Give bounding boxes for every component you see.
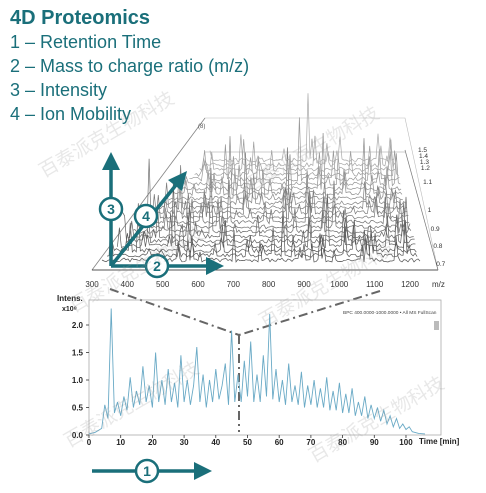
chromatogram-x-tick-label: 40 bbox=[211, 438, 220, 447]
chromatogram-y-tick-label: 2.0 bbox=[72, 321, 84, 330]
chromatogram-x-tick-label: 50 bbox=[243, 438, 252, 447]
surface-plot-ridge bbox=[158, 165, 407, 211]
surface-plot-ridge bbox=[163, 173, 406, 206]
surface-plot-ridge bbox=[148, 185, 409, 220]
retention-time-marker-circle bbox=[134, 458, 160, 484]
chromatogram-x-tick-label: 20 bbox=[148, 438, 157, 447]
ion-mobility-tick-label: 1.4 bbox=[419, 153, 428, 160]
mz-marker-number: 2 bbox=[153, 258, 161, 274]
chromatogram-x-tick-label: 10 bbox=[116, 438, 125, 447]
ion-mobility-tick-label: 0.9 bbox=[431, 226, 440, 233]
intensity-marker-circle bbox=[98, 196, 124, 222]
mz-tick-label: 1100 bbox=[366, 280, 384, 289]
ion-mobility-tick-label: 1.2 bbox=[421, 165, 430, 172]
surface-plot-ridge bbox=[199, 139, 396, 173]
mz-tick-labels: 300 400 500 600 700 800 900 1000 1100 1200 bbox=[85, 280, 419, 289]
ion-mobility-tick-label: 0.8 bbox=[433, 243, 442, 250]
chromatogram-frame bbox=[88, 299, 442, 436]
surface-plot-ridge bbox=[173, 136, 403, 197]
chromatogram-legend-swatch bbox=[434, 321, 439, 330]
zoom-guide-right bbox=[238, 290, 381, 336]
mz-axis-label: m/z bbox=[432, 280, 445, 289]
chromatogram-y-tick-label: 0.5 bbox=[72, 404, 84, 413]
mz-tick-label: 1000 bbox=[330, 280, 348, 289]
surface-plot-3d: 300 400 500 600 700 800 900 1000 1100 1200 m/z 1.… bbox=[85, 93, 446, 289]
chromatogram-x-tick-label: 100 bbox=[399, 438, 413, 447]
chromatogram-x-label: Time [min] bbox=[419, 437, 460, 446]
chromatogram-x-tick-label: 30 bbox=[180, 438, 189, 447]
surface-plot-ridge bbox=[132, 167, 412, 234]
chromatogram-y-ticks: 0.0 0.5 1.0 1.5 2.0 bbox=[72, 321, 89, 440]
chromatogram-x-tick-label: 80 bbox=[338, 438, 347, 447]
intensity-marker-number: 3 bbox=[107, 201, 115, 217]
zoom-guides bbox=[109, 288, 381, 432]
legend-line-retention-time: 1 – Retention Time bbox=[10, 32, 162, 52]
intensity-arrow-head bbox=[102, 152, 120, 170]
ion-mobility-arrow-head bbox=[168, 171, 187, 191]
chromatogram-x-tick-label: 70 bbox=[306, 438, 315, 447]
chromatogram: Intens. x10⁸ BPC 400.0000-1000.0000 • Al… bbox=[57, 294, 460, 447]
surface-plot-ridge bbox=[209, 93, 395, 163]
chromatogram-x-tick-label: 90 bbox=[370, 438, 379, 447]
ion-mobility-tick-label: 1.3 bbox=[420, 159, 429, 166]
ion-mobility-tick-labels: 1.51.41.31.2 1.1 1 0.9 0.8 0.7 bbox=[418, 147, 446, 268]
surface-plot-ridge bbox=[111, 203, 417, 254]
surface-plot-ridge bbox=[183, 151, 401, 187]
surface-plot-ridge bbox=[142, 158, 410, 225]
chromatogram-x-tick-label: 0 bbox=[87, 438, 92, 447]
chromatogram-x-ticks: 0 10 20 30 40 50 60 70 80 90 100 bbox=[87, 435, 413, 447]
mz-tick-label: 300 bbox=[85, 280, 99, 289]
legend-line-intensity: 3 – Intensity bbox=[10, 80, 108, 100]
chromatogram-series-line bbox=[88, 308, 426, 435]
surface-plot-ridge bbox=[117, 180, 416, 249]
ion-mobility-tick-label: 1 bbox=[428, 207, 432, 214]
zoom-guide-left bbox=[109, 288, 240, 336]
mz-arrow-head bbox=[206, 257, 224, 275]
mz-tick-label: 1200 bbox=[401, 280, 419, 289]
mz-tick-label: 700 bbox=[227, 280, 241, 289]
ion-mobility-marker-circle bbox=[133, 203, 159, 229]
ion-mobility-tick-label: 1.5 bbox=[418, 147, 427, 154]
mz-tick-label: 500 bbox=[156, 280, 170, 289]
surface-plot-ridge bbox=[153, 147, 408, 215]
legend-line-mz: 2 – Mass to charge ratio (m/z) bbox=[10, 56, 250, 76]
ion-mobility-tick-label: 1.1 bbox=[423, 179, 432, 186]
chromatogram-y-tick-label: 0.0 bbox=[72, 431, 84, 440]
mz-tick-label: 400 bbox=[121, 280, 135, 289]
mz-marker-circle bbox=[144, 253, 170, 279]
ion-mobility-marker-number: 4 bbox=[142, 208, 150, 224]
title-block: 4D Proteomics 1 – Retention Time 2 – Mas… bbox=[10, 6, 249, 126]
surface-plot-ridge bbox=[204, 134, 396, 168]
surface-plot-ridge bbox=[194, 150, 399, 177]
mz-tick-label: 800 bbox=[262, 280, 276, 289]
chromatogram-y-tick-label: 1.5 bbox=[72, 349, 84, 358]
surface-plot-ridge bbox=[168, 169, 403, 201]
chromatogram-y-tick-label: 1.0 bbox=[72, 376, 84, 385]
retention-time-marker: 1 bbox=[92, 458, 212, 484]
figure-title: 4D Proteomics bbox=[10, 7, 151, 29]
chromatogram-x-tick-label: 60 bbox=[275, 438, 284, 447]
surface-plot-ridges bbox=[101, 93, 421, 263]
surface-plot-ridge bbox=[137, 180, 411, 230]
surface-plot-ridge bbox=[179, 132, 402, 191]
mz-tick-label: 600 bbox=[191, 280, 205, 289]
surface-plot-ridge bbox=[122, 212, 415, 244]
surface-plot-mobility-axis bbox=[404, 149, 439, 271]
chromatogram-legend: BPC 400.0000-1000.0000 • All MS FullScan bbox=[343, 310, 437, 316]
chromatogram-y-unit: x10⁸ bbox=[62, 306, 77, 313]
chromatogram-y-label: Intens. bbox=[57, 294, 83, 303]
ion-mobility-tick-label: 0.7 bbox=[436, 261, 445, 268]
legend-line-ion-mobility: 4 – Ion Mobility bbox=[10, 104, 132, 124]
surface-plot-ridge bbox=[127, 195, 414, 239]
surface-plot-corner-label: (8) bbox=[198, 124, 205, 130]
mz-tick-label: 900 bbox=[297, 280, 311, 289]
retention-time-marker-number: 1 bbox=[143, 463, 151, 479]
axis-markers: 3 4 2 bbox=[98, 152, 224, 279]
surface-plot-ridge bbox=[189, 117, 400, 182]
retention-time-arrow-head bbox=[194, 462, 212, 480]
